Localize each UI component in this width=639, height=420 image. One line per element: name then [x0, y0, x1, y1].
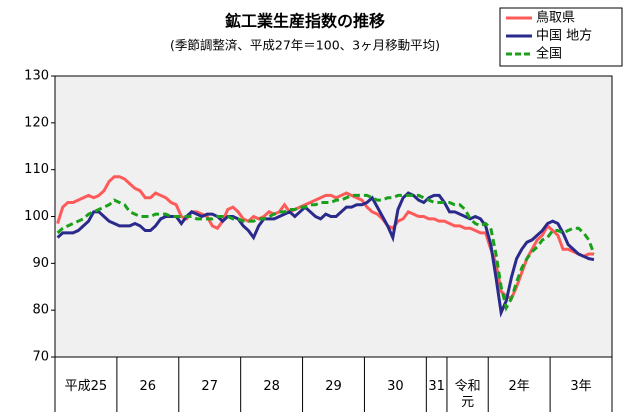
- y-tick-label: 100: [24, 209, 49, 224]
- x-tick-label: 26: [139, 379, 157, 394]
- x-tick-label: 令和元: [454, 379, 481, 410]
- x-tick-label: 30: [387, 379, 404, 394]
- legend-label: 全国: [536, 46, 562, 62]
- y-tick-label: 110: [24, 162, 49, 177]
- chart-subtitle: (季節調整済、平成27年＝100、3ヶ月移動平均): [170, 38, 440, 53]
- x-tick-label: 27: [201, 379, 218, 394]
- x-tick-label: 2年: [508, 379, 530, 394]
- x-tick-label: 3年: [570, 379, 592, 394]
- y-tick-label: 130: [24, 69, 49, 84]
- series-line: [56, 193, 596, 312]
- chart-title: 鉱工業生産指数の推移: [225, 12, 385, 31]
- x-tick-label: 平成25: [64, 379, 108, 394]
- x-tick-label: 29: [325, 379, 342, 394]
- y-tick-label: 120: [24, 115, 49, 130]
- x-tick-label: 31: [428, 379, 445, 394]
- legend-label: 中国 地方: [536, 28, 592, 44]
- legend-label: 鳥取県: [536, 11, 575, 26]
- x-tick-label: 28: [263, 379, 280, 394]
- y-tick-label: 70: [32, 350, 49, 365]
- y-tick-label: 90: [32, 256, 49, 271]
- y-tick-label: 80: [32, 303, 49, 318]
